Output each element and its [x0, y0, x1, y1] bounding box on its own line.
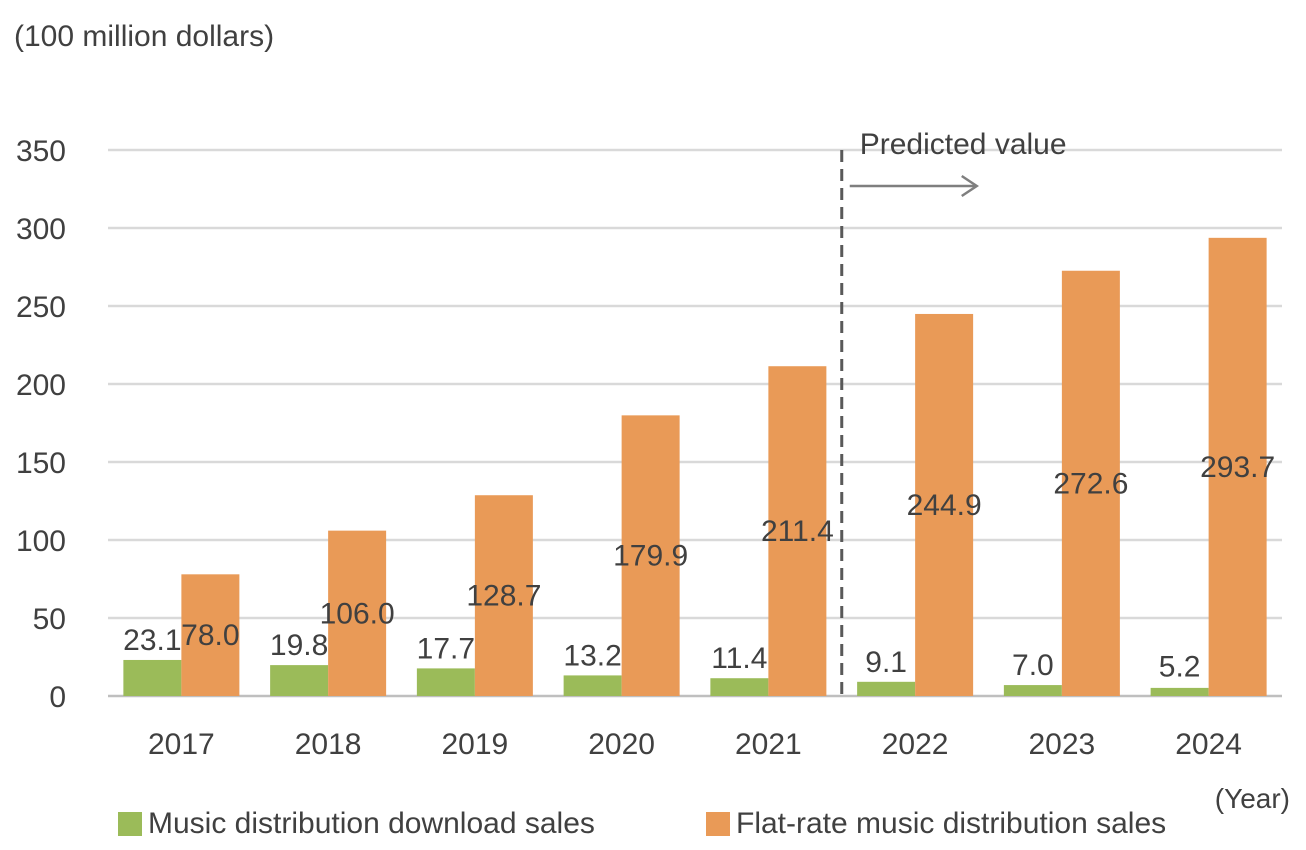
flat-rate-sales-bar: [621, 415, 680, 696]
x-tick-label: 2022: [882, 728, 949, 761]
x-tick-label: 2021: [735, 728, 802, 761]
download-sales-bar: [563, 675, 622, 696]
download-sales-value-label: 5.2: [1159, 651, 1201, 684]
flat-rate-sales-value-label: 272.6: [1053, 467, 1128, 500]
prediction-annotation-label: Predicted value: [860, 128, 1067, 161]
y-tick-label: 350: [16, 135, 66, 168]
x-tick-labels: 2017 2018 2019 2020 2021 2022 2023 2024: [148, 728, 1242, 761]
download-sales-value-label: 7.0: [1012, 649, 1054, 682]
download-sales-value-label: 11.4: [711, 642, 767, 675]
download-sales-bar: [416, 668, 475, 696]
flat-rate-sales-value-label: 244.9: [907, 489, 982, 522]
download-sales-bar: [123, 659, 182, 696]
flat-rate-sales-bar: [768, 366, 827, 696]
x-tick-label: 2020: [588, 728, 655, 761]
prediction-marker: Predicted value: [840, 128, 1067, 696]
flat-rate-sales-bar: [474, 495, 533, 696]
download-sales-bar: [1003, 685, 1062, 696]
flat-rate-sales-bar: [328, 530, 387, 696]
flat-rate-sales-value-label: 179.9: [613, 540, 688, 573]
flat-rate-sales-bar: [1061, 270, 1120, 696]
y-tick-label: 300: [16, 213, 66, 246]
gridlines: [108, 148, 1282, 698]
flat-rate-sales-value-label: 293.7: [1200, 451, 1275, 484]
bars: [123, 237, 1267, 696]
legend-label-flat-rate-sales: Flat-rate music distribution sales: [736, 807, 1166, 840]
x-tick-label: 2018: [295, 728, 362, 761]
download-sales-value-label: 19.8: [270, 629, 328, 662]
download-sales-value-label: 9.1: [865, 646, 907, 679]
download-sales-bar: [857, 681, 916, 696]
x-axis-unit-label: (Year): [1215, 783, 1290, 814]
flat-rate-sales-value-label: 211.4: [761, 515, 834, 548]
prediction-arrow-head-icon: [961, 174, 980, 198]
flat-rate-sales-bar: [181, 574, 240, 696]
legend-label-download-sales: Music distribution download sales: [148, 807, 595, 840]
flat-rate-sales-value-label: 128.7: [466, 580, 541, 613]
y-tick-label: 200: [16, 369, 66, 402]
flat-rate-sales-bar: [1208, 237, 1267, 696]
flat-rate-sales-value-label: 106.0: [320, 597, 395, 630]
download-sales-value-label: 23.1: [123, 624, 181, 657]
y-tick-label: 250: [16, 291, 66, 324]
x-tick-label: 2017: [148, 728, 215, 761]
legend-swatch-flat-rate-sales: [706, 812, 730, 836]
x-tick-label: 2024: [1175, 728, 1242, 761]
legend-swatch-download-sales: [118, 812, 142, 836]
y-axis-unit-label: (100 million dollars): [14, 20, 274, 53]
download-sales-bar: [1150, 687, 1209, 696]
y-tick-label: 150: [16, 447, 66, 480]
y-tick-labels: 0 50 100 150 200 250 300 350: [16, 135, 66, 714]
download-sales-bar: [270, 665, 329, 696]
x-tick-label: 2023: [1029, 728, 1096, 761]
y-tick-label: 0: [49, 681, 66, 714]
download-sales-bar: [710, 678, 769, 696]
legend: Music distribution download sales Flat-ra…: [118, 807, 1166, 840]
download-sales-value-label: 13.2: [563, 639, 621, 672]
download-sales-value-label: 17.7: [417, 632, 475, 665]
flat-rate-sales-value-label: 78.0: [181, 619, 239, 652]
y-tick-label: 100: [16, 525, 66, 558]
y-tick-label: 50: [33, 603, 66, 636]
x-tick-label: 2019: [442, 728, 509, 761]
flat-rate-sales-bar: [915, 313, 974, 696]
